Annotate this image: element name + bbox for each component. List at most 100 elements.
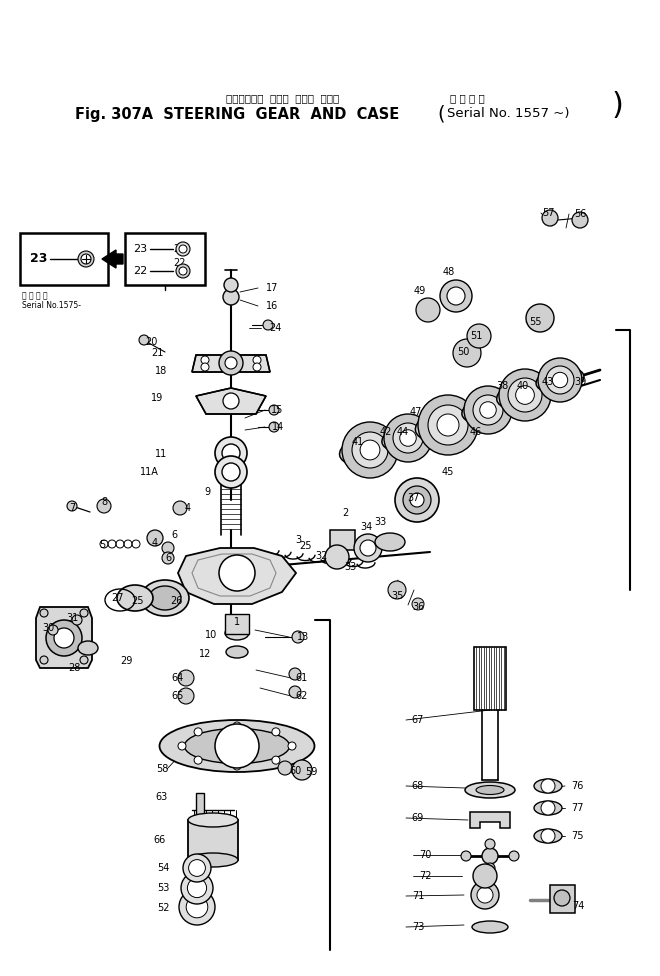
- Polygon shape: [36, 607, 92, 668]
- Circle shape: [194, 756, 202, 764]
- Text: 43: 43: [542, 377, 554, 387]
- Circle shape: [269, 422, 279, 432]
- Text: 61: 61: [296, 673, 308, 683]
- Circle shape: [201, 363, 209, 371]
- Polygon shape: [196, 388, 266, 414]
- Text: 23: 23: [173, 244, 185, 254]
- Text: 48: 48: [443, 267, 455, 277]
- Circle shape: [178, 670, 194, 686]
- Ellipse shape: [415, 408, 480, 442]
- Text: 6: 6: [171, 530, 177, 540]
- Ellipse shape: [534, 779, 562, 793]
- Text: 65: 65: [172, 691, 184, 701]
- Circle shape: [176, 264, 190, 278]
- Circle shape: [176, 242, 190, 256]
- Text: 3: 3: [295, 535, 301, 545]
- Text: 5: 5: [99, 540, 105, 550]
- Text: 49: 49: [414, 286, 426, 296]
- Text: 53: 53: [157, 883, 169, 893]
- Bar: [474, 647, 506, 710]
- Ellipse shape: [193, 553, 281, 593]
- Text: 60: 60: [289, 766, 301, 776]
- Circle shape: [508, 378, 542, 412]
- Text: 14: 14: [272, 422, 284, 432]
- Text: 69: 69: [412, 813, 424, 823]
- Circle shape: [526, 304, 554, 332]
- Circle shape: [222, 463, 240, 481]
- Circle shape: [554, 890, 570, 906]
- Ellipse shape: [188, 813, 238, 827]
- Text: 15: 15: [271, 405, 283, 415]
- Bar: [188, 820, 238, 860]
- Circle shape: [453, 339, 481, 367]
- Text: 24: 24: [269, 323, 281, 333]
- Text: Fig. 307A  STEERING  GEAR  AND  CASE: Fig. 307A STEERING GEAR AND CASE: [75, 106, 399, 121]
- Text: Serial No. 1557 ~): Serial No. 1557 ~): [447, 107, 570, 120]
- Circle shape: [139, 335, 149, 345]
- Text: 32: 32: [316, 551, 328, 561]
- Text: 58: 58: [156, 764, 168, 774]
- Circle shape: [194, 728, 202, 736]
- Text: 25: 25: [132, 596, 145, 606]
- Circle shape: [546, 366, 574, 394]
- Circle shape: [461, 851, 471, 861]
- Text: 37: 37: [407, 493, 419, 503]
- Bar: [196, 793, 204, 815]
- Circle shape: [354, 534, 382, 562]
- Text: 50: 50: [457, 347, 469, 357]
- Circle shape: [189, 860, 205, 876]
- Text: 22: 22: [133, 266, 147, 276]
- Bar: [225, 614, 249, 634]
- Ellipse shape: [476, 786, 504, 794]
- Circle shape: [541, 801, 555, 815]
- Circle shape: [269, 405, 279, 415]
- Text: 63: 63: [156, 792, 168, 802]
- Circle shape: [219, 351, 243, 375]
- Text: 47: 47: [410, 407, 422, 417]
- Text: 25: 25: [300, 541, 312, 551]
- Circle shape: [325, 545, 349, 569]
- Text: 45: 45: [442, 467, 454, 477]
- Text: 27: 27: [111, 593, 123, 603]
- Text: 26: 26: [170, 596, 182, 606]
- FancyArrow shape: [102, 250, 123, 268]
- Circle shape: [97, 499, 111, 513]
- Circle shape: [173, 501, 187, 515]
- Text: 19: 19: [151, 393, 163, 403]
- Text: 70: 70: [419, 850, 431, 860]
- Circle shape: [288, 742, 296, 750]
- Text: 18: 18: [155, 366, 167, 376]
- Circle shape: [509, 851, 519, 861]
- Circle shape: [552, 372, 568, 387]
- Circle shape: [215, 437, 247, 469]
- Polygon shape: [470, 812, 510, 828]
- Circle shape: [437, 414, 459, 436]
- Circle shape: [400, 429, 416, 446]
- Circle shape: [67, 501, 77, 511]
- Circle shape: [403, 486, 431, 514]
- Circle shape: [80, 609, 88, 617]
- Polygon shape: [192, 355, 270, 372]
- Circle shape: [360, 440, 380, 460]
- Circle shape: [178, 688, 194, 704]
- Circle shape: [223, 289, 239, 305]
- Text: 77: 77: [571, 803, 583, 813]
- Circle shape: [147, 530, 163, 546]
- Circle shape: [388, 581, 406, 599]
- Text: 30: 30: [42, 623, 54, 633]
- Ellipse shape: [141, 580, 189, 616]
- Circle shape: [360, 540, 376, 556]
- Circle shape: [418, 395, 478, 455]
- Text: 36: 36: [412, 602, 424, 612]
- Text: 23: 23: [30, 253, 48, 265]
- Text: ステアリング  ギヤー  および  ケース: ステアリング ギヤー および ケース: [226, 93, 340, 103]
- Text: 59: 59: [305, 767, 317, 777]
- Circle shape: [222, 444, 240, 462]
- Polygon shape: [178, 548, 296, 604]
- Text: 23: 23: [133, 244, 147, 254]
- Circle shape: [467, 324, 491, 348]
- Circle shape: [352, 432, 388, 468]
- Circle shape: [393, 423, 423, 453]
- Ellipse shape: [149, 586, 181, 610]
- Circle shape: [447, 287, 465, 305]
